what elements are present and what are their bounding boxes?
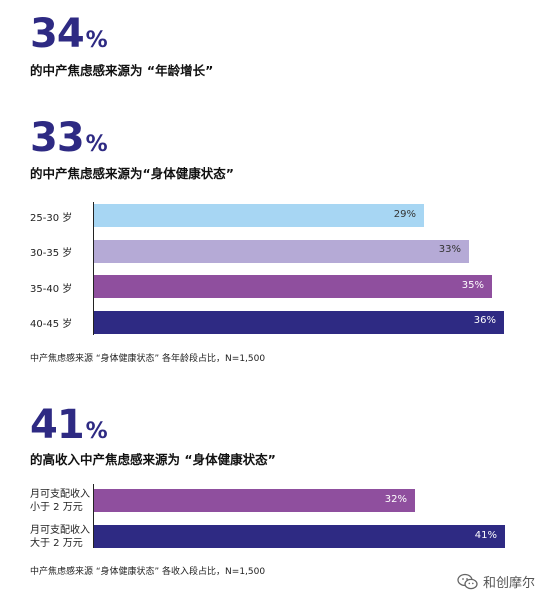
bar (94, 525, 505, 548)
stat-number: 34 (30, 11, 85, 57)
bar-value-label: 41% (474, 529, 497, 541)
bar-value-label: 32% (384, 493, 407, 505)
bar (94, 275, 492, 298)
category-label-line: 月可支配收入 (30, 524, 90, 536)
bar-value-label: 29% (393, 208, 416, 220)
category-label: 25-30 岁 (30, 212, 73, 224)
chart-axis-line (93, 484, 94, 548)
bar (94, 239, 469, 263)
chart-axis-line (93, 202, 94, 335)
stat-unit: % (85, 132, 108, 157)
bar-value-label: 35% (461, 279, 484, 291)
chart-note-income: 中产焦虑感来源 “身体健康状态” 各收入段占比，N=1,500 (30, 567, 266, 577)
category-label: 30-35 岁 (30, 248, 73, 259)
stat-number: 33 (30, 115, 85, 161)
bar-value-label: 36% (473, 315, 496, 326)
stat-unit: % (85, 419, 108, 444)
wechat-icon (457, 573, 478, 589)
bar (94, 489, 415, 512)
category-label: 月可支配收入 小于 2 万元 (30, 488, 90, 514)
stat-value-age: 34% (30, 14, 108, 54)
brand-watermark: 和创摩尔 (457, 572, 535, 591)
category-label: 35-40 岁 (30, 283, 73, 295)
stat-value-health: 33% (30, 118, 108, 158)
stat-unit: % (85, 28, 108, 53)
category-label-line: 大于 2 万元 (30, 537, 83, 549)
category-label: 40-45 岁 (30, 319, 73, 330)
category-label-line: 月可支配收入 (30, 488, 90, 500)
category-label-line: 小于 2 万元 (30, 501, 83, 513)
brand-name: 和创摩尔 (483, 576, 536, 591)
stat-number: 41 (30, 402, 85, 448)
bar-value-label: 33% (438, 244, 461, 255)
stat-caption-health: 的中产焦虑感来源为“身体健康状态” (30, 166, 234, 181)
stat-caption-age: 的中产焦虑感来源为 “年龄增长” (30, 63, 214, 78)
stat-value-high-income: 41% (30, 405, 108, 445)
chart-note-age: 中产焦虑感来源 “身体健康状态” 各年龄段占比，N=1,500 (30, 354, 266, 364)
bar (94, 310, 504, 334)
category-label: 月可支配收入 大于 2 万元 (30, 524, 90, 550)
bar (94, 204, 424, 227)
stat-caption-high-income: 的高收入中产焦虑感来源为 “身体健康状态” (30, 452, 276, 467)
